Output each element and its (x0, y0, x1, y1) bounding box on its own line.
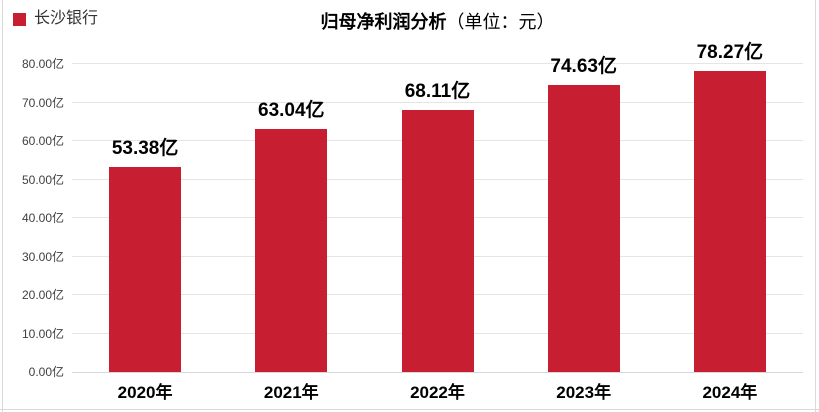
y-axis-tick-label: 60.00亿 (21, 134, 64, 148)
bar-value-label: 68.11亿 (404, 80, 471, 102)
y-axis-tick-label: 50.00亿 (21, 172, 64, 187)
chart-title-unit: （单位：元） (446, 12, 555, 32)
bar[interactable] (401, 109, 474, 372)
bar-value-label: 53.38亿 (111, 137, 179, 159)
bar[interactable] (693, 70, 766, 372)
y-axis-tick-label: 20.00亿 (21, 288, 64, 302)
x-axis-tick-label: 2020年 (117, 383, 173, 402)
x-axis-tick-label: 2024年 (702, 383, 758, 402)
y-axis-tick-label: 10.00亿 (21, 326, 64, 341)
y-gridline (72, 101, 803, 103)
widget-border-left (2, 0, 3, 412)
legend-marker-icon (13, 12, 26, 26)
y-axis-tick-label: 80.00亿 (21, 57, 64, 71)
plot-area: 53.38亿 63.04亿 68.11亿 74.63亿 78.27亿 (72, 42, 803, 373)
y-axis-tick-label: 70.00亿 (21, 95, 64, 110)
x-axis-tick-label: 2021年 (263, 383, 319, 402)
bar[interactable] (109, 166, 182, 372)
widget-border-right (815, 0, 816, 412)
bar[interactable] (547, 84, 620, 372)
bar-value-label: 63.04亿 (258, 100, 325, 122)
legend-item[interactable]: 长沙银行 (13, 10, 98, 28)
y-axis-tick-label: 0.00亿 (28, 365, 64, 379)
x-axis-tick-label: 2022年 (410, 383, 465, 402)
y-gridline (72, 63, 803, 64)
y-axis-tick-label: 30.00亿 (21, 249, 64, 264)
bar-value-label: 74.63亿 (550, 55, 617, 77)
x-axis-line (72, 372, 803, 373)
legend-label: 长沙银行 (34, 10, 99, 27)
bar-value-label: 78.27亿 (696, 41, 764, 63)
x-axis-tick-label: 2023年 (556, 383, 612, 402)
y-axis-tick-label: 40.00亿 (21, 211, 64, 225)
chart-title: 归母净利润分析（单位：元） (72, 8, 803, 34)
bar[interactable] (255, 129, 328, 372)
widget-border-bottom (0, 409, 819, 410)
chart-title-main: 归母净利润分析 (320, 12, 447, 32)
